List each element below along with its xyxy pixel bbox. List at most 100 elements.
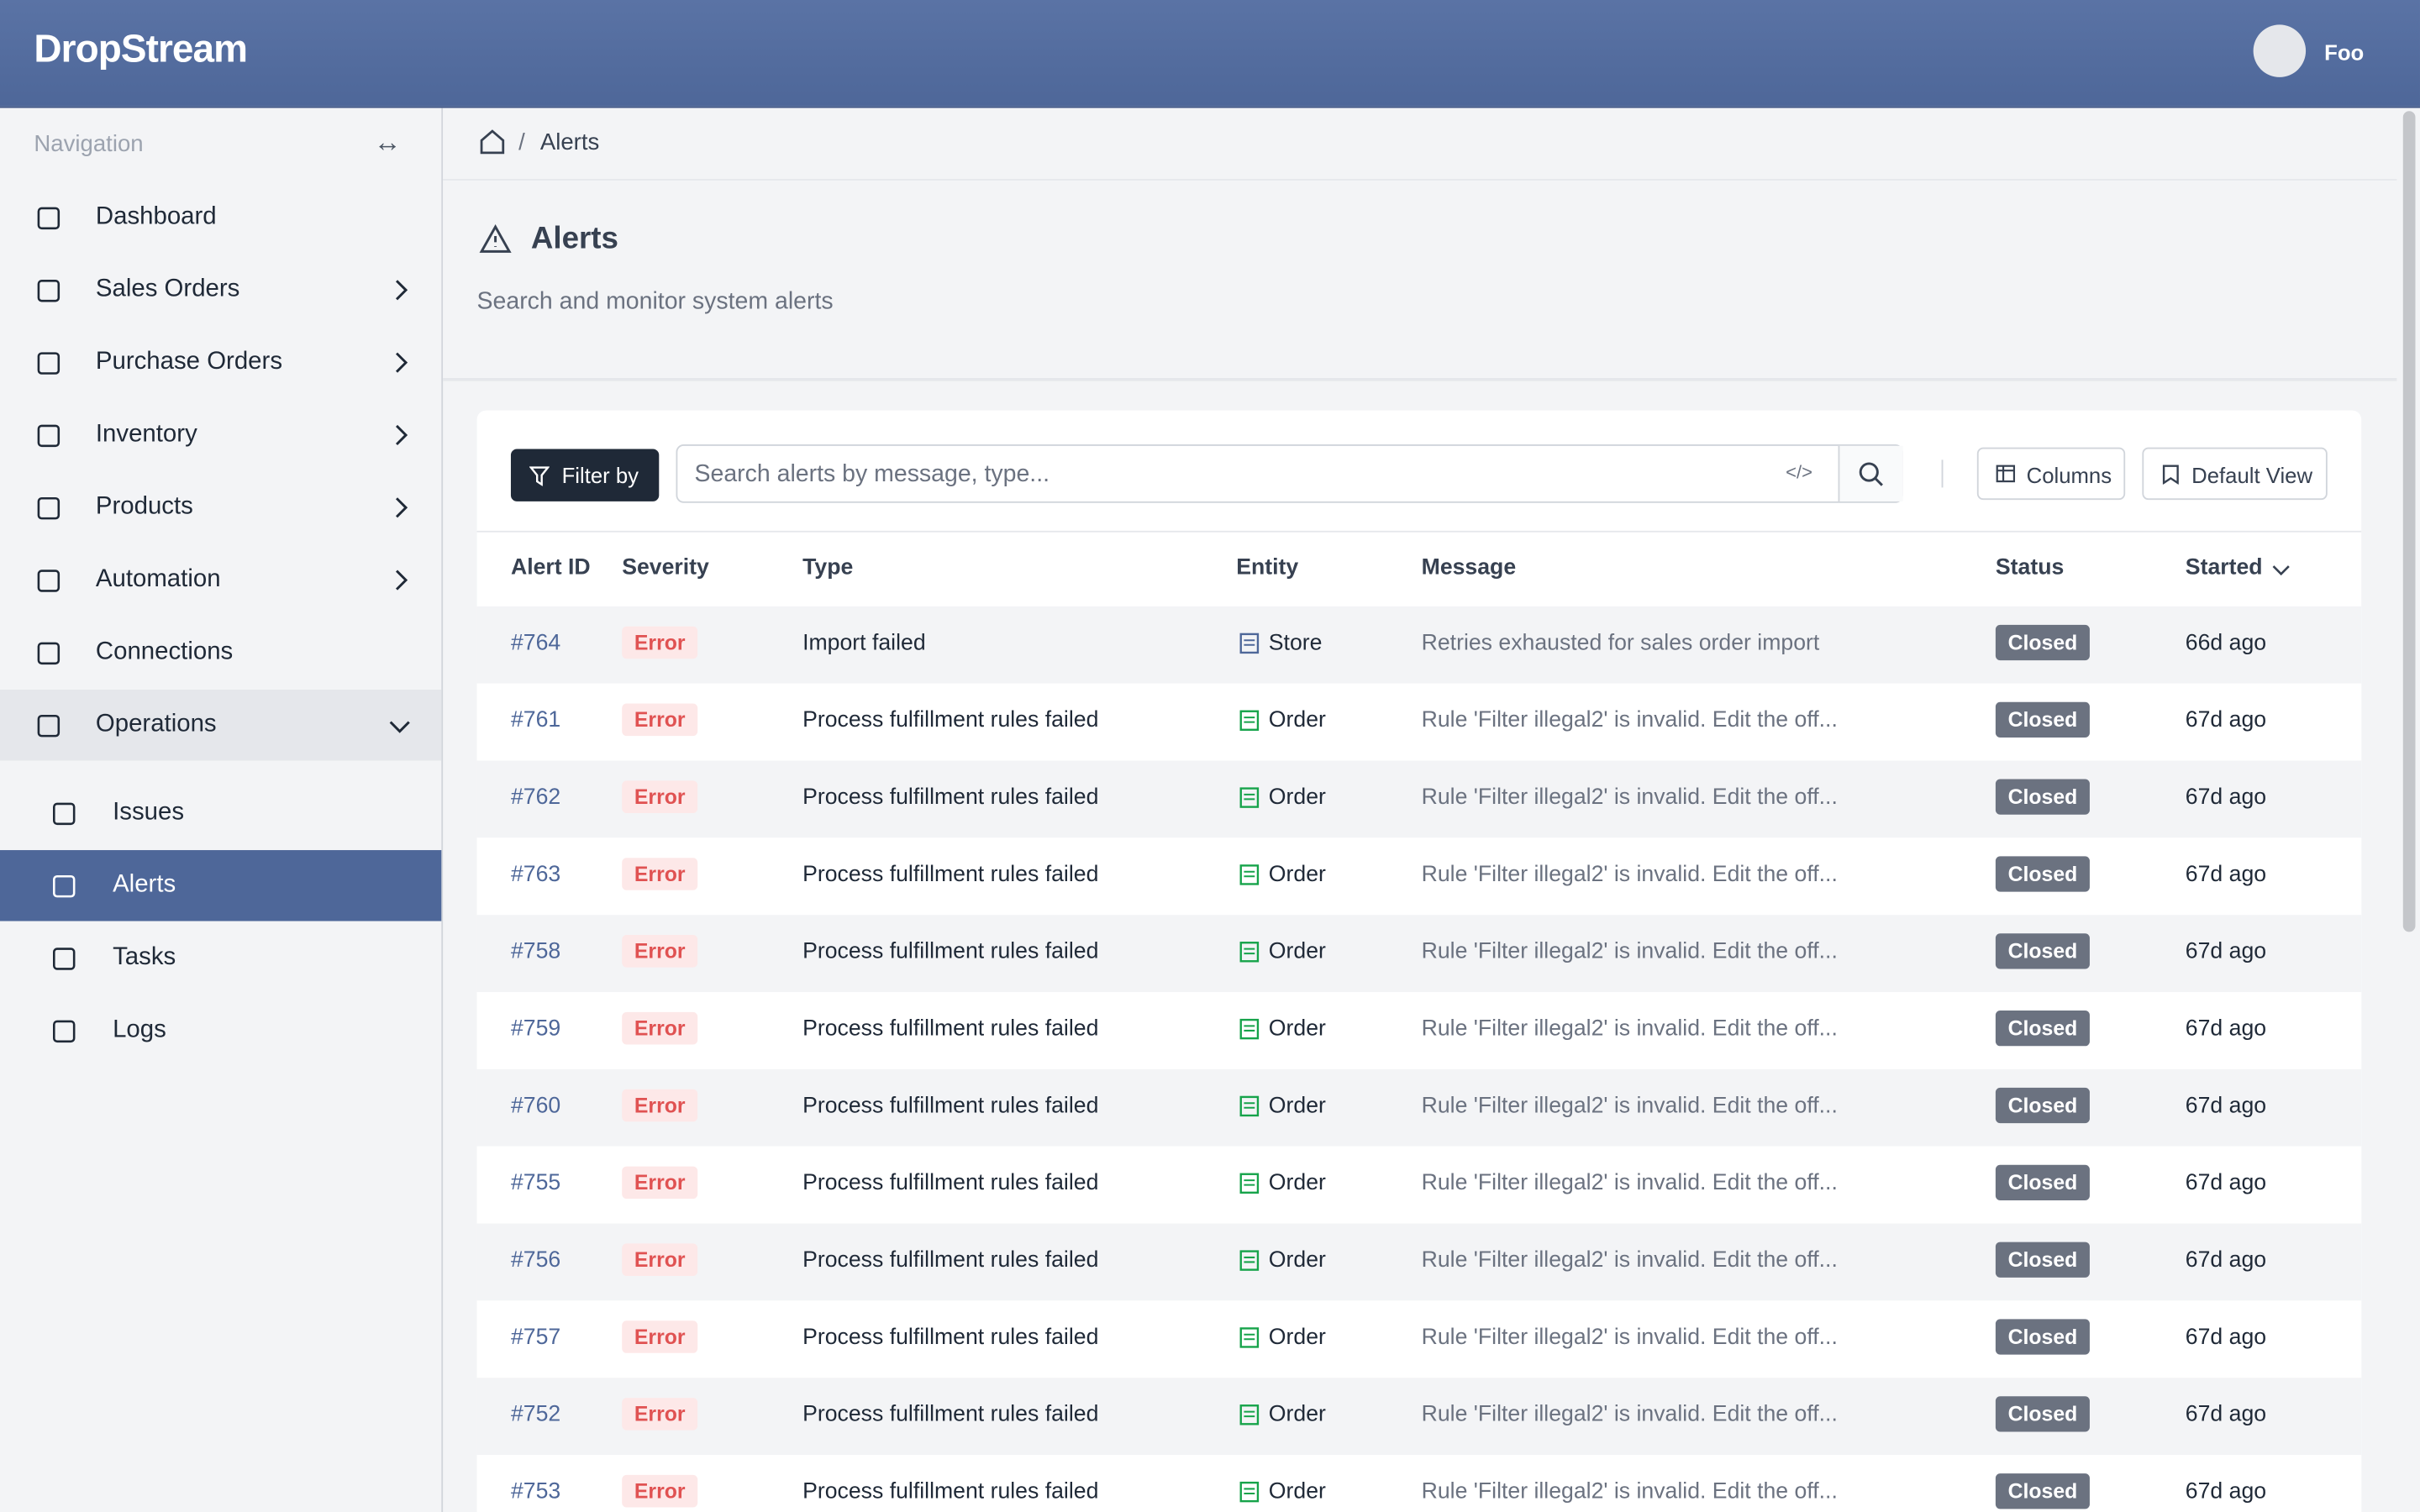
brand[interactable]: DropStream (34, 28, 248, 71)
entity[interactable]: Order (1268, 1016, 1326, 1042)
nav-label: Automation (95, 566, 221, 593)
table-row[interactable]: #758 Error Process fulfillment rules faile… (476, 915, 2362, 993)
nav-item[interactable]: Operations (0, 690, 442, 761)
entity[interactable]: Order (1268, 785, 1326, 811)
alert-id[interactable]: #756 (510, 1247, 561, 1273)
column-header[interactable]: Started (2185, 555, 2263, 580)
search-button[interactable] (1838, 445, 1903, 501)
nav-subitem[interactable]: Logs (0, 995, 441, 1066)
alert-id[interactable]: #760 (510, 1094, 561, 1119)
nav-label: Connections (95, 638, 234, 665)
status-badge: Closed (1995, 1242, 2090, 1278)
nav-icon (52, 948, 76, 970)
nav-icon (37, 279, 60, 302)
entity[interactable]: Order (1268, 1479, 1326, 1504)
alert-type: Process fulfillment rules failed (802, 1016, 1099, 1042)
search-placeholder: Search alerts by message, type... (694, 461, 1050, 488)
table-row[interactable]: #757 Error Process fulfillment rules faile… (476, 1300, 2362, 1378)
nav-icon (37, 642, 60, 665)
entity[interactable]: Store (1268, 631, 1323, 656)
filter-button[interactable]: Filter by (510, 449, 660, 501)
table-row[interactable]: #755 Error Process fulfillment rules faile… (476, 1146, 2362, 1224)
message: Rule 'Filter illegal2' is invalid. Edit … (1421, 1171, 1838, 1196)
code-toggle[interactable]: </> (1786, 461, 1812, 483)
started: 67d ago (2185, 1247, 2267, 1273)
status-badge: Closed (1995, 1396, 2090, 1432)
table-row[interactable]: #752 Error Process fulfillment rules faile… (476, 1378, 2362, 1456)
table-row[interactable]: #756 Error Process fulfillment rules faile… (476, 1223, 2362, 1301)
status-badge: Closed (1995, 1473, 2090, 1509)
message: Rule 'Filter illegal2' is invalid. Edit … (1421, 1479, 1838, 1504)
entity[interactable]: Order (1268, 862, 1326, 888)
nav-subitem[interactable]: Tasks (0, 922, 441, 993)
entity[interactable]: Order (1268, 939, 1326, 964)
nav-subitem[interactable]: Issues (0, 778, 441, 848)
user-name[interactable]: Foo (2324, 39, 2365, 66)
column-header[interactable]: Type (802, 555, 854, 580)
nav-item[interactable]: Sales Orders (0, 255, 441, 325)
alert-id[interactable]: #761 (510, 708, 561, 733)
divider (1941, 459, 1944, 488)
alert-type: Process fulfillment rules failed (802, 862, 1099, 888)
nav-icon (37, 570, 60, 592)
alert-id[interactable]: #763 (510, 862, 561, 888)
columns-button[interactable]: Columns (1976, 447, 2126, 501)
nav-subitem[interactable]: Alerts (0, 850, 442, 921)
nav-item[interactable]: Automation (0, 544, 441, 615)
entity-icon (1239, 710, 1260, 739)
nav-label: Sales Orders (95, 276, 240, 302)
scrollbar-thumb[interactable] (2402, 111, 2416, 932)
alert-id[interactable]: #755 (510, 1171, 561, 1196)
entity[interactable]: Order (1268, 708, 1326, 733)
table-row[interactable]: #763 Error Process fulfillment rules faile… (476, 837, 2362, 916)
alert-id[interactable]: #758 (510, 939, 561, 964)
avatar[interactable] (2253, 24, 2307, 77)
alert-id[interactable]: #753 (510, 1479, 561, 1504)
entity-icon (1239, 1250, 1260, 1279)
message: Rule 'Filter illegal2' is invalid. Edit … (1421, 939, 1838, 964)
search-input[interactable]: Search alerts by message, type... </> (676, 444, 1903, 503)
column-header[interactable]: Status (1995, 555, 2065, 580)
column-header[interactable]: Entity (1236, 555, 1299, 580)
alert-id[interactable]: #762 (510, 785, 561, 811)
alert-type: Process fulfillment rules failed (802, 1402, 1099, 1427)
nav-item[interactable]: Inventory (0, 400, 441, 470)
entity-icon (1239, 1095, 1260, 1125)
home-icon[interactable] (478, 128, 506, 155)
nav-label: Inventory (95, 421, 197, 448)
table-row[interactable]: #759 Error Process fulfillment rules faile… (476, 992, 2362, 1069)
table-row[interactable]: #753 Error Process fulfillment rules faile… (476, 1455, 2362, 1512)
nav-label: Alerts (113, 871, 176, 898)
table-row[interactable]: #760 Error Process fulfillment rules faile… (476, 1068, 2362, 1147)
status-badge: Closed (1995, 701, 2090, 738)
nav-item[interactable]: Dashboard (0, 182, 441, 253)
entity[interactable]: Order (1268, 1171, 1326, 1196)
table-row[interactable]: #764 Error Import failed Store Retries exhau… (476, 606, 2362, 684)
view-button[interactable]: Default View (2142, 447, 2328, 501)
alert-id[interactable]: #752 (510, 1402, 561, 1427)
sort-indicator[interactable] (2272, 559, 2291, 586)
started: 67d ago (2185, 939, 2267, 964)
column-header[interactable]: Message (1421, 555, 1517, 580)
table-row[interactable]: #762 Error Process fulfillment rules faile… (476, 760, 2362, 838)
nav-item[interactable]: Products (0, 472, 441, 543)
nav-item[interactable]: Connections (0, 617, 441, 688)
entity-icon (1239, 633, 1260, 662)
started: 66d ago (2185, 631, 2267, 656)
collapse-toggle[interactable]: ↔ (373, 126, 402, 158)
entity[interactable]: Order (1268, 1402, 1326, 1427)
alert-id[interactable]: #759 (510, 1016, 561, 1042)
column-header[interactable]: Alert ID (510, 555, 591, 580)
alert-id[interactable]: #757 (510, 1325, 561, 1351)
entity[interactable]: Order (1268, 1247, 1326, 1273)
entity[interactable]: Order (1268, 1094, 1326, 1119)
nav-icon (52, 802, 76, 826)
alert-id[interactable]: #764 (510, 631, 561, 656)
entity-icon (1239, 1018, 1260, 1047)
column-header[interactable]: Severity (622, 555, 709, 580)
table-row[interactable]: #761 Error Process fulfillment rules faile… (476, 683, 2362, 761)
severity-badge: Error (622, 1243, 698, 1276)
chevron (396, 424, 408, 446)
nav-item[interactable]: Purchase Orders (0, 327, 441, 397)
entity[interactable]: Order (1268, 1325, 1326, 1351)
